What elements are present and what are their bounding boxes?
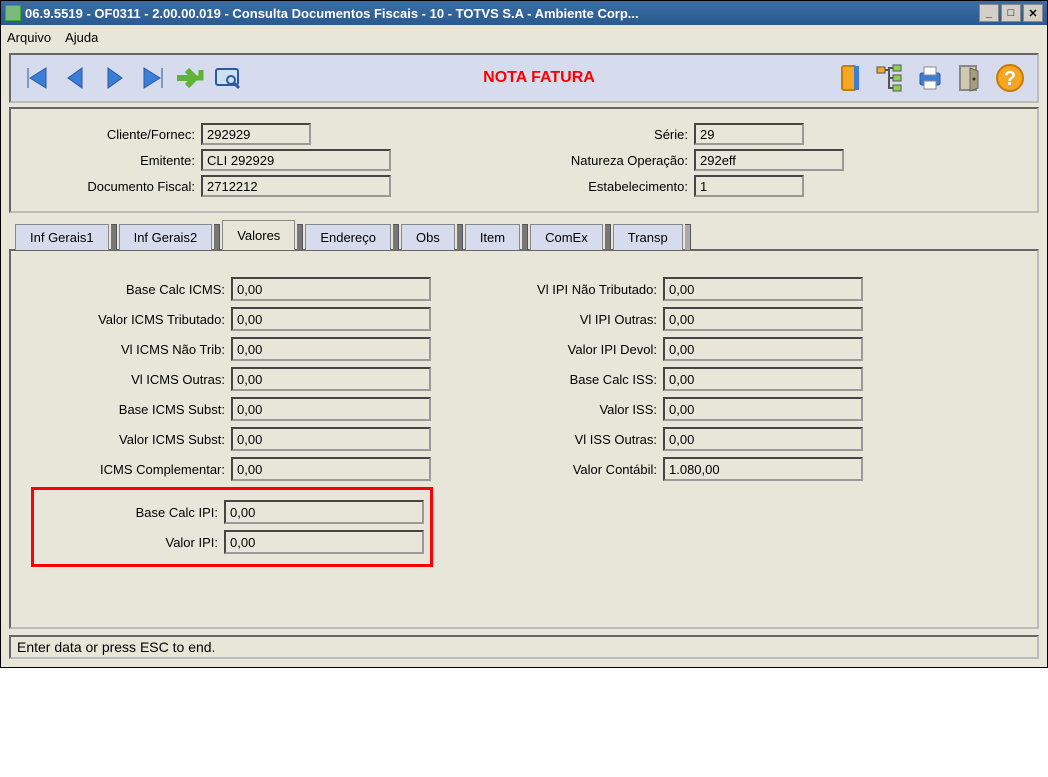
statusbar: Enter data or press ESC to end. [9, 635, 1039, 659]
vl-iss-outras-label: Vl ISS Outras: [473, 432, 663, 447]
valor-ipi-label: Valor IPI: [40, 535, 224, 550]
tab-transp[interactable]: Transp [613, 224, 683, 250]
base-icms-subst-label: Base ICMS Subst: [41, 402, 231, 417]
last-icon[interactable] [135, 61, 169, 95]
base-calc-icms-field[interactable] [231, 277, 431, 301]
book-icon[interactable] [833, 61, 867, 95]
header-right: Série: Natureza Operação: Estabeleciment… [524, 119, 1017, 201]
vl-iss-outras-field[interactable] [663, 427, 863, 451]
valor-contabil-label: Valor Contábil: [473, 462, 663, 477]
values-right-column: Vl IPI Não Tributado: Vl IPI Outras: Val… [473, 271, 863, 567]
tab-inf-gerais2[interactable]: Inf Gerais2 [119, 224, 213, 250]
valor-contabil-field[interactable] [663, 457, 863, 481]
tab-separator [393, 224, 399, 250]
tab-inf-gerais1[interactable]: Inf Gerais1 [15, 224, 109, 250]
status-text: Enter data or press ESC to end. [17, 639, 215, 655]
tab-panel-valores: Base Calc ICMS: Valor ICMS Tributado: Vl… [9, 249, 1039, 629]
header-left: Cliente/Fornec: Emitente: Documento Fisc… [31, 119, 524, 201]
values-grid: Base Calc ICMS: Valor ICMS Tributado: Vl… [41, 271, 1007, 567]
maximize-button[interactable]: □ [1001, 4, 1021, 22]
exit-icon[interactable] [953, 61, 987, 95]
tab-separator [297, 224, 303, 250]
first-icon[interactable] [21, 61, 55, 95]
base-icms-subst-field[interactable] [231, 397, 431, 421]
valor-ipi-field[interactable] [224, 530, 424, 554]
cliente-fornec-field[interactable] [201, 123, 311, 145]
vl-ipi-nao-tributado-label: Vl IPI Não Tributado: [473, 282, 663, 297]
base-calc-iss-field[interactable] [663, 367, 863, 391]
valor-icms-tributado-field[interactable] [231, 307, 431, 331]
toolbar: NOTA FATURA ? [9, 53, 1039, 103]
tab-item[interactable]: Item [465, 224, 520, 250]
go-icon[interactable] [173, 61, 207, 95]
tabstrip: Inf Gerais1 Inf Gerais2 Valores Endereço… [9, 219, 1039, 249]
window-title: 06.9.5519 - OF0311 - 2.00.00.019 - Consu… [25, 6, 979, 21]
estabelecimento-label: Estabelecimento: [524, 179, 694, 194]
tab-separator [522, 224, 528, 250]
cliente-fornec-label: Cliente/Fornec: [31, 127, 201, 142]
minimize-button[interactable]: _ [979, 4, 999, 22]
tab-separator [605, 224, 611, 250]
tab-separator [457, 224, 463, 250]
natureza-field[interactable] [694, 149, 844, 171]
menu-arquivo[interactable]: Arquivo [7, 30, 51, 45]
toolbar-actions: ? [833, 61, 1027, 95]
app-icon [5, 5, 21, 21]
prev-icon[interactable] [59, 61, 93, 95]
base-calc-ipi-field[interactable] [224, 500, 424, 524]
values-left-column: Base Calc ICMS: Valor ICMS Tributado: Vl… [41, 271, 433, 567]
serie-field[interactable] [694, 123, 804, 145]
tab-separator [111, 224, 117, 250]
menu-ajuda[interactable]: Ajuda [65, 30, 98, 45]
valor-icms-tributado-label: Valor ICMS Tributado: [41, 312, 231, 327]
documento-fiscal-label: Documento Fiscal: [31, 179, 201, 194]
base-calc-ipi-label: Base Calc IPI: [40, 505, 224, 520]
valor-iss-label: Valor ISS: [473, 402, 663, 417]
vl-ipi-outras-field[interactable] [663, 307, 863, 331]
svg-text:?: ? [1004, 68, 1016, 90]
vl-icms-outras-label: Vl ICMS Outras: [41, 372, 231, 387]
documento-fiscal-field[interactable] [201, 175, 391, 197]
toolbar-nav [21, 61, 245, 95]
serie-label: Série: [524, 127, 694, 142]
tab-separator [685, 224, 691, 250]
menubar: Arquivo Ajuda [1, 25, 1047, 49]
print-icon[interactable] [913, 61, 947, 95]
titlebar: 06.9.5519 - OF0311 - 2.00.00.019 - Consu… [1, 1, 1047, 25]
vl-icms-outras-field[interactable] [231, 367, 431, 391]
natureza-label: Natureza Operação: [524, 153, 694, 168]
vl-icms-nao-trib-field[interactable] [231, 337, 431, 361]
vl-ipi-nao-tributado-field[interactable] [663, 277, 863, 301]
base-calc-iss-label: Base Calc ISS: [473, 372, 663, 387]
search-icon[interactable] [211, 61, 245, 95]
close-button[interactable]: ✕ [1023, 4, 1043, 22]
emitente-field[interactable] [201, 149, 391, 171]
tree-icon[interactable] [873, 61, 907, 95]
icms-complementar-field[interactable] [231, 457, 431, 481]
tab-endereco[interactable]: Endereço [305, 224, 391, 250]
vl-icms-nao-trib-label: Vl ICMS Não Trib: [41, 342, 231, 357]
tab-valores[interactable]: Valores [222, 220, 295, 250]
next-icon[interactable] [97, 61, 131, 95]
tab-separator [214, 224, 220, 250]
help-icon[interactable]: ? [993, 61, 1027, 95]
valor-ipi-devol-field[interactable] [663, 337, 863, 361]
tabs-area: Inf Gerais1 Inf Gerais2 Valores Endereço… [9, 219, 1039, 629]
highlight-ipi-box: Base Calc IPI: Valor IPI: [31, 487, 433, 567]
toolbar-title: NOTA FATURA [245, 69, 833, 87]
app-window: 06.9.5519 - OF0311 - 2.00.00.019 - Consu… [0, 0, 1048, 668]
header-panel: Cliente/Fornec: Emitente: Documento Fisc… [9, 107, 1039, 213]
vl-ipi-outras-label: Vl IPI Outras: [473, 312, 663, 327]
estabelecimento-field[interactable] [694, 175, 804, 197]
valor-icms-subst-field[interactable] [231, 427, 431, 451]
valor-ipi-devol-label: Valor IPI Devol: [473, 342, 663, 357]
window-controls: _ □ ✕ [979, 4, 1043, 22]
tab-comex[interactable]: ComEx [530, 224, 603, 250]
tab-obs[interactable]: Obs [401, 224, 455, 250]
icms-complementar-label: ICMS Complementar: [41, 462, 231, 477]
valor-iss-field[interactable] [663, 397, 863, 421]
valor-icms-subst-label: Valor ICMS Subst: [41, 432, 231, 447]
emitente-label: Emitente: [31, 153, 201, 168]
base-calc-icms-label: Base Calc ICMS: [41, 282, 231, 297]
